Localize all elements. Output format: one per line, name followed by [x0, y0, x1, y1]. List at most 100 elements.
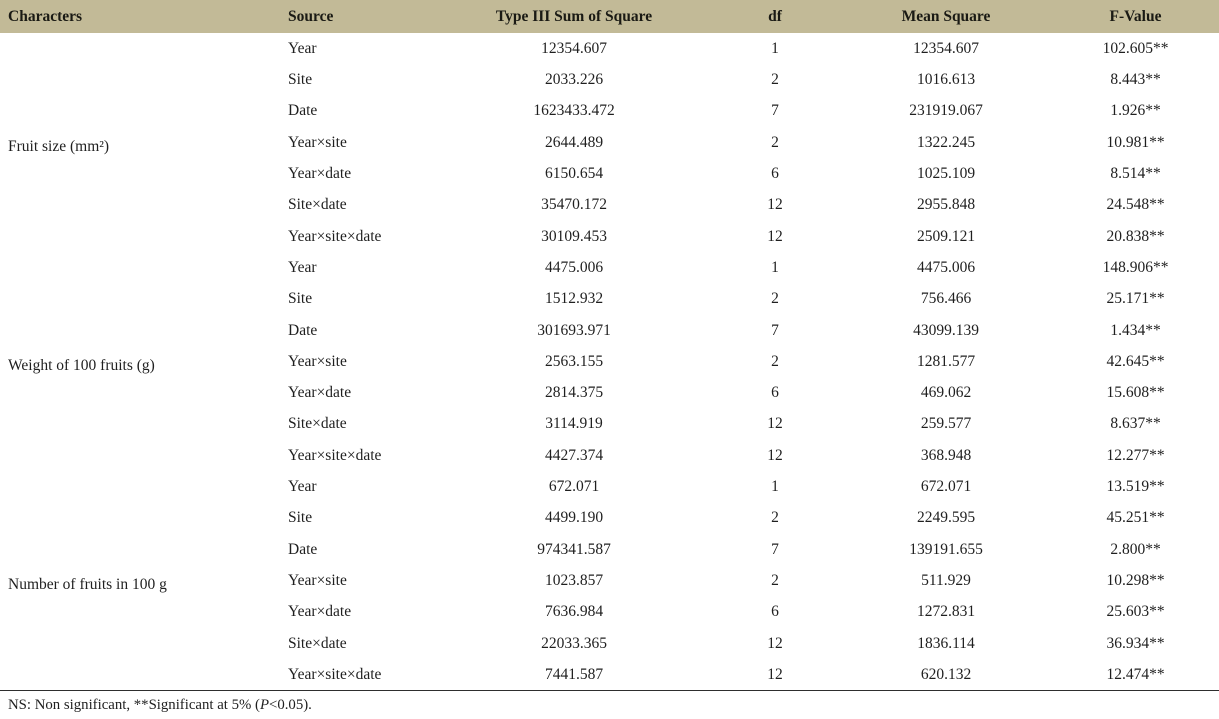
cell-mean-square: 1025.109 [916, 165, 976, 183]
cell-f-value: 8.443** [1110, 71, 1161, 89]
header-df: df [768, 7, 782, 25]
header-characters: Characters [8, 7, 83, 25]
cell-sum-of-square: 30109.453 [541, 227, 607, 245]
cell-f-value: 20.838** [1106, 227, 1165, 245]
cell-df: 7 [771, 102, 779, 120]
table-body: Fruit size (mm²) Year 12354.607 1 12354.607 1… [0, 33, 1219, 690]
table-row: Year×site 2563.155 2 1281.577 42.645** [0, 346, 1219, 377]
header-row: Characters Source Type III Sum of Square… [0, 0, 1219, 33]
cell-source: Site×date [288, 196, 347, 214]
header-mean-square: Mean Square [901, 7, 991, 25]
cell-source: Year×site×date [288, 446, 382, 464]
cell-df: 2 [771, 509, 779, 527]
table-header: Characters Source Type III Sum of Square… [0, 0, 1219, 33]
cell-sum-of-square: 4499.190 [544, 509, 604, 527]
cell-sum-of-square: 2644.489 [544, 133, 604, 151]
cell-sum-of-square: 1623433.472 [533, 102, 615, 120]
cell-source: Date [288, 321, 318, 339]
cell-mean-square: 1836.114 [917, 634, 975, 652]
header-source: Source [288, 7, 334, 25]
header-f-value: F-Value [1109, 7, 1162, 25]
cell-source: Year×date [288, 384, 352, 402]
cell-mean-square: 1272.831 [916, 603, 976, 621]
table-row: Date 1623433.472 7 231919.067 1.926** [0, 96, 1219, 127]
cell-sum-of-square: 7636.984 [544, 603, 604, 621]
cell-df: 2 [771, 290, 779, 308]
cell-df: 1 [771, 39, 779, 57]
cell-source: Year [288, 258, 317, 276]
cell-mean-square: 672.071 [920, 478, 972, 496]
table-row: Year×date 7636.984 6 1272.831 25.603** [0, 596, 1219, 627]
table-row: Date 974341.587 7 139191.655 2.800** [0, 534, 1219, 565]
cell-df: 1 [771, 478, 779, 496]
cell-df: 12 [767, 634, 783, 652]
table-row: Site 4499.190 2 2249.595 45.251** [0, 502, 1219, 533]
cell-source: Site [288, 71, 313, 89]
table-row: Year×site×date 4427.374 12 368.948 12.277** [0, 440, 1219, 471]
cell-sum-of-square: 301693.971 [537, 321, 611, 339]
cell-f-value: 24.548** [1106, 196, 1165, 214]
cell-f-value: 1.434** [1110, 321, 1161, 339]
cell-source: Site×date [288, 415, 347, 433]
cell-source: Date [288, 102, 318, 120]
cell-sum-of-square: 22033.365 [541, 634, 607, 652]
cell-sum-of-square: 2033.226 [544, 71, 604, 89]
cell-df: 6 [771, 384, 779, 402]
cell-mean-square: 2955.848 [916, 196, 976, 214]
cell-f-value: 15.608** [1106, 384, 1165, 402]
table-row: Site 1512.932 2 756.466 25.171** [0, 283, 1219, 314]
cell-f-value: 12.277** [1106, 446, 1165, 464]
cell-character: Number of fruits in 100 g [8, 576, 167, 594]
cell-sum-of-square: 2563.155 [544, 352, 604, 370]
cell-f-value: 10.981** [1106, 133, 1165, 151]
cell-mean-square: 2509.121 [916, 227, 976, 245]
cell-f-value: 2.800** [1110, 540, 1161, 558]
anova-table: Characters Source Type III Sum of Square… [0, 0, 1219, 690]
table-row: Year×site 2644.489 2 1322.245 10.981** [0, 127, 1219, 158]
table-row: Year×date 6150.654 6 1025.109 8.514** [0, 158, 1219, 189]
cell-mean-square: 2249.595 [916, 509, 976, 527]
cell-sum-of-square: 12354.607 [541, 39, 607, 57]
cell-sum-of-square: 672.071 [548, 478, 600, 496]
cell-f-value: 1.926** [1110, 102, 1161, 120]
cell-mean-square: 1281.577 [916, 352, 976, 370]
cell-sum-of-square: 4427.374 [544, 446, 604, 464]
cell-f-value: 25.171** [1106, 290, 1165, 308]
cell-df: 2 [771, 571, 779, 589]
cell-sum-of-square: 974341.587 [537, 540, 611, 558]
table-row: Site×date 22033.365 12 1836.114 36.934** [0, 628, 1219, 659]
cell-sum-of-square: 1023.857 [544, 571, 604, 589]
cell-mean-square: 469.062 [920, 384, 972, 402]
cell-character: Weight of 100 fruits (g) [8, 357, 155, 375]
cell-mean-square: 1322.245 [916, 133, 976, 151]
table-row: Year×site×date 7441.587 12 620.132 12.474** [0, 659, 1219, 690]
cell-source: Year [288, 478, 317, 496]
cell-df: 12 [767, 665, 783, 683]
cell-f-value: 8.637** [1110, 415, 1161, 433]
table-row: Site×date 3114.919 12 259.577 8.637** [0, 409, 1219, 440]
cell-source: Year×site [288, 133, 347, 151]
cell-df: 1 [771, 258, 779, 276]
table-row: Year×site 1023.857 2 511.929 10.298** [0, 565, 1219, 596]
cell-f-value: 25.603** [1106, 603, 1165, 621]
cell-sum-of-square: 2814.375 [544, 384, 604, 402]
cell-mean-square: 259.577 [920, 415, 972, 433]
cell-source: Year×date [288, 165, 352, 183]
table-row: Site 2033.226 2 1016.613 8.443** [0, 64, 1219, 95]
cell-source: Year×site [288, 352, 347, 370]
cell-source: Year×site×date [288, 227, 382, 245]
cell-source: Site [288, 509, 313, 527]
cell-sum-of-square: 6150.654 [544, 165, 604, 183]
table-row: Site×date 35470.172 12 2955.848 24.548** [0, 189, 1219, 220]
cell-source: Year×site×date [288, 665, 382, 683]
cell-f-value: 8.514** [1110, 165, 1161, 183]
footnote: NS: Non significant, **Significant at 5%… [0, 691, 1219, 714]
cell-sum-of-square: 4475.006 [544, 258, 604, 276]
header-type-iii-sum-of-square: Type III Sum of Square [495, 7, 653, 25]
cell-mean-square: 12354.607 [913, 39, 979, 57]
cell-source: Site×date [288, 634, 347, 652]
cell-f-value: 148.906** [1102, 258, 1169, 276]
cell-mean-square: 139191.655 [909, 540, 983, 558]
cell-source: Year [288, 39, 317, 57]
